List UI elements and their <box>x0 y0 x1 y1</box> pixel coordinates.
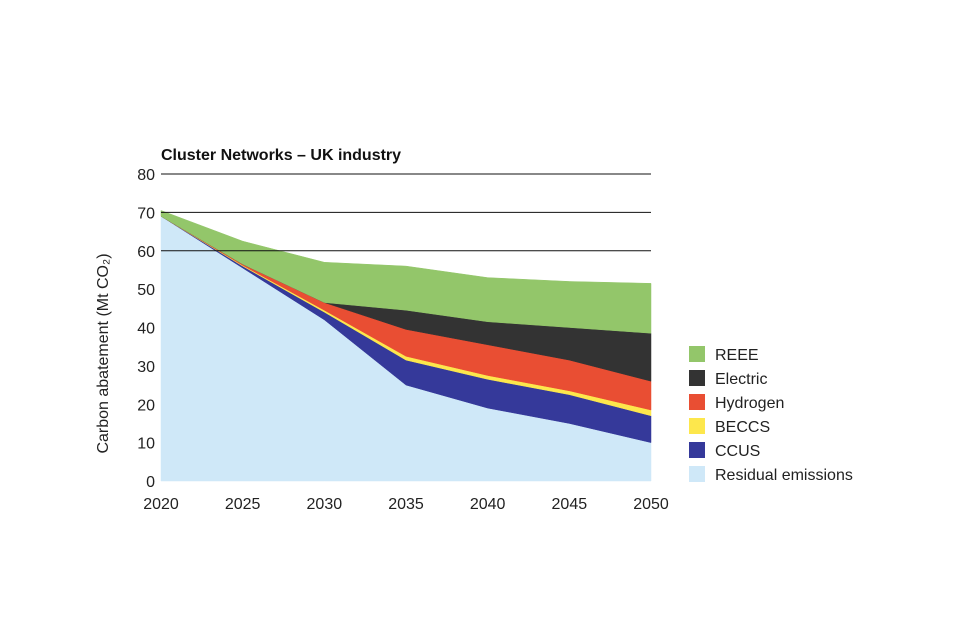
legend-swatch-reee <box>689 346 705 362</box>
x-tick-label: 2035 <box>388 496 424 513</box>
legend-label-beccs: BECCS <box>715 419 770 436</box>
y-tick-label: 80 <box>137 167 155 184</box>
legend-swatch-beccs <box>689 418 705 434</box>
legend-swatch-hydrogen <box>689 394 705 410</box>
y-axis-ticks: 0 10 20 30 40 50 60 70 80 <box>137 167 155 491</box>
y-tick-label: 0 <box>146 474 155 491</box>
legend-label-electric: Electric <box>715 371 767 388</box>
x-tick-label: 2045 <box>552 496 588 513</box>
x-tick-label: 2020 <box>143 496 179 513</box>
legend-swatch-ccus <box>689 442 705 458</box>
y-tick-label: 50 <box>137 282 155 299</box>
y-tick-label: 10 <box>137 436 155 453</box>
y-tick-label: 70 <box>137 205 155 222</box>
x-axis-ticks: 2020 2025 2030 2035 2040 2045 2050 <box>143 496 669 513</box>
x-tick-label: 2040 <box>470 496 506 513</box>
area-layers <box>160 210 652 482</box>
x-tick-label: 2050 <box>633 496 669 513</box>
legend-swatch-electric <box>689 370 705 386</box>
area-reee <box>160 210 652 334</box>
y-tick-label: 40 <box>137 321 155 338</box>
chart-title: Cluster Networks – UK industry <box>161 147 401 164</box>
legend-label-hydrogen: Hydrogen <box>715 395 784 412</box>
legend-label-reee: REEE <box>715 347 759 364</box>
y-tick-label: 60 <box>137 244 155 261</box>
legend-swatch-residual-emissions <box>689 466 705 482</box>
y-tick-label: 20 <box>137 397 155 414</box>
legend: REEE Electric Hydrogen BECCS CCUS Residual em… <box>689 346 853 484</box>
x-tick-label: 2030 <box>307 496 343 513</box>
gridlines <box>161 173 651 252</box>
legend-label-ccus: CCUS <box>715 443 760 460</box>
legend-label-residual-emissions: Residual emissions <box>715 467 853 484</box>
y-tick-label: 30 <box>137 359 155 376</box>
y-axis-label: Carbon abatement (Mt CO₂) <box>95 253 112 453</box>
x-tick-label: 2025 <box>225 496 261 513</box>
